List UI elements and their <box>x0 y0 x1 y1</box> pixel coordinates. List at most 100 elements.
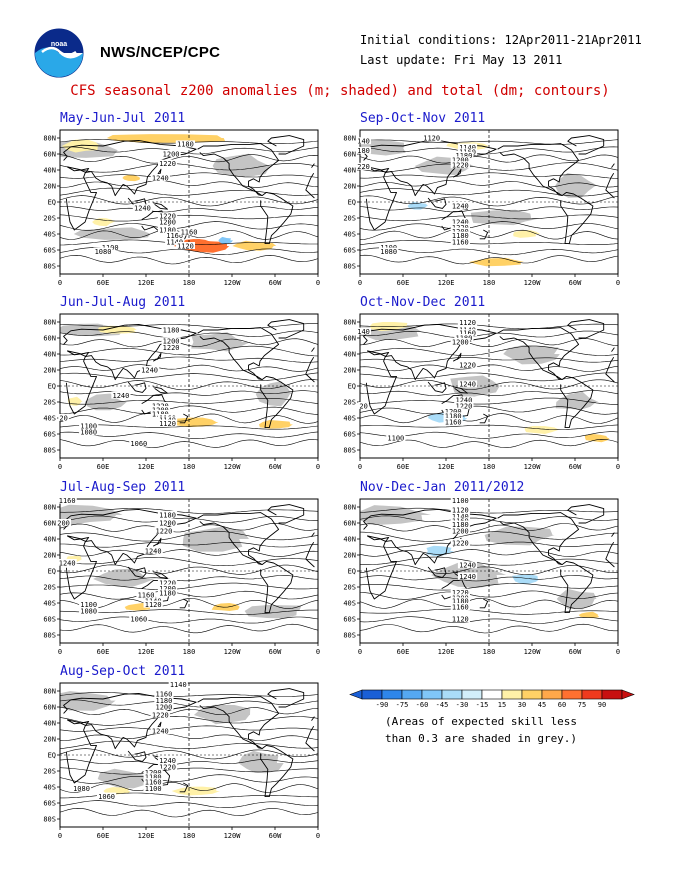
lat-label: 20S <box>343 215 356 223</box>
contour-label: 1240 <box>159 757 176 765</box>
lon-label: 180 <box>483 648 496 656</box>
lat-label: 40N <box>43 536 56 544</box>
lon-label: 120W <box>224 463 242 471</box>
lon-label: 60W <box>569 648 582 656</box>
contour-label: 1220 <box>459 362 476 370</box>
legend-tick-label: -75 <box>396 701 409 709</box>
anomaly-shading <box>174 417 219 428</box>
contour-label: 1200 <box>145 769 162 777</box>
lon-label: 120E <box>138 832 155 840</box>
lat-label: 80N <box>343 135 356 143</box>
contour-label: 1200 <box>159 218 176 226</box>
contour-line <box>60 431 318 439</box>
contour-label: 1180 <box>452 598 469 606</box>
legend-arrow-right <box>621 689 635 700</box>
lon-label: 60W <box>569 279 582 287</box>
lat-label: 60S <box>43 431 56 439</box>
anomaly-shading <box>555 391 599 410</box>
contour-label: 1200 <box>452 527 469 535</box>
panel-title-ndj: Nov-Dec-Jan 2011/2012 <box>360 480 525 495</box>
contour-line <box>360 357 618 363</box>
lat-label: 40N <box>343 351 356 359</box>
legend-swatch <box>381 689 403 700</box>
contour-label: 1220 <box>155 527 172 535</box>
contour-line <box>360 330 618 338</box>
contour-line <box>360 345 618 356</box>
anomaly-shading <box>255 381 292 407</box>
legend-tick-label: -90 <box>376 701 389 709</box>
contour-label: 1120 <box>452 615 469 623</box>
lon-label: 120W <box>524 279 542 287</box>
contour-line <box>60 725 318 732</box>
lat-label: 80S <box>343 263 356 271</box>
lat-label: 40S <box>343 600 356 608</box>
lon-label: 120W <box>224 648 242 656</box>
contour-label: 1160 <box>59 497 76 505</box>
contour-label: 1120 <box>159 420 176 428</box>
contour-line <box>360 405 618 415</box>
contour-label: 1140 <box>459 144 476 152</box>
contour-label: 1220 <box>152 711 169 719</box>
contour-label: 1100 <box>80 601 97 609</box>
lat-label: 40N <box>43 720 56 728</box>
anomaly-shading <box>191 332 251 352</box>
lat-label: EQ <box>348 568 356 576</box>
contour-label: 1100 <box>80 422 97 430</box>
contour-label: 1220 <box>159 213 176 221</box>
contour-line <box>360 221 618 231</box>
lon-label: 0 <box>316 648 320 656</box>
contour-label: 1080 <box>380 248 397 256</box>
contour-label: 1080 <box>95 248 112 256</box>
lon-label: 60E <box>397 279 410 287</box>
contour-line <box>60 146 318 155</box>
legend-arrow-left <box>349 689 363 700</box>
contour-label: 1180 <box>145 774 162 782</box>
contour-label: 1080 <box>80 429 97 437</box>
lat-label: 40S <box>43 231 56 239</box>
legend-swatch <box>441 689 463 700</box>
lon-label: 60E <box>397 648 410 656</box>
legend-swatch <box>601 689 623 700</box>
contour-label: 1060 <box>130 615 147 623</box>
lat-label: 20N <box>343 367 356 375</box>
legend-tick-label: 15 <box>498 701 506 709</box>
lat-label: 20S <box>43 215 56 223</box>
contour-label: 1220 <box>452 162 469 170</box>
contour-label: 1200 <box>163 150 180 158</box>
lon-label: 60E <box>97 463 110 471</box>
contour-label: 1060 <box>98 793 115 801</box>
lon-label: 0 <box>358 279 362 287</box>
lat-label: 40S <box>43 415 56 423</box>
contour-label: 1180 <box>445 413 462 421</box>
contour-label: 1200 <box>445 408 462 416</box>
lon-label: 60E <box>97 648 110 656</box>
contour-label: 1220 <box>452 539 469 547</box>
initial-conditions: Initial conditions: 12Apr2011-21Apr2011 <box>360 33 642 47</box>
contour-label: 1140 <box>166 238 183 246</box>
lon-label: 60E <box>97 279 110 287</box>
contour-label: 1180 <box>159 511 176 519</box>
legend-swatch <box>501 689 523 700</box>
contour-label: 20 <box>59 414 67 422</box>
lat-label: EQ <box>348 199 356 207</box>
legend-swatch <box>581 689 603 700</box>
lat-label: 80S <box>43 263 56 271</box>
lat-label: 40N <box>43 167 56 175</box>
anomaly-shading <box>218 236 233 244</box>
lon-label: 120W <box>224 832 242 840</box>
contour-label: 1180 <box>177 141 194 149</box>
contour-label: 220 <box>357 163 370 171</box>
contour-line <box>60 515 318 523</box>
lon-label: 0 <box>358 463 362 471</box>
contour-label: 1240 <box>112 392 129 400</box>
lon-label: 0 <box>358 648 362 656</box>
contour-label: 1240 <box>152 727 169 735</box>
contour-label: 1180 <box>452 521 469 529</box>
lon-label: 120W <box>524 463 542 471</box>
contour-line <box>60 715 318 726</box>
lon-label: 0 <box>58 832 62 840</box>
lat-label: EQ <box>48 383 56 391</box>
